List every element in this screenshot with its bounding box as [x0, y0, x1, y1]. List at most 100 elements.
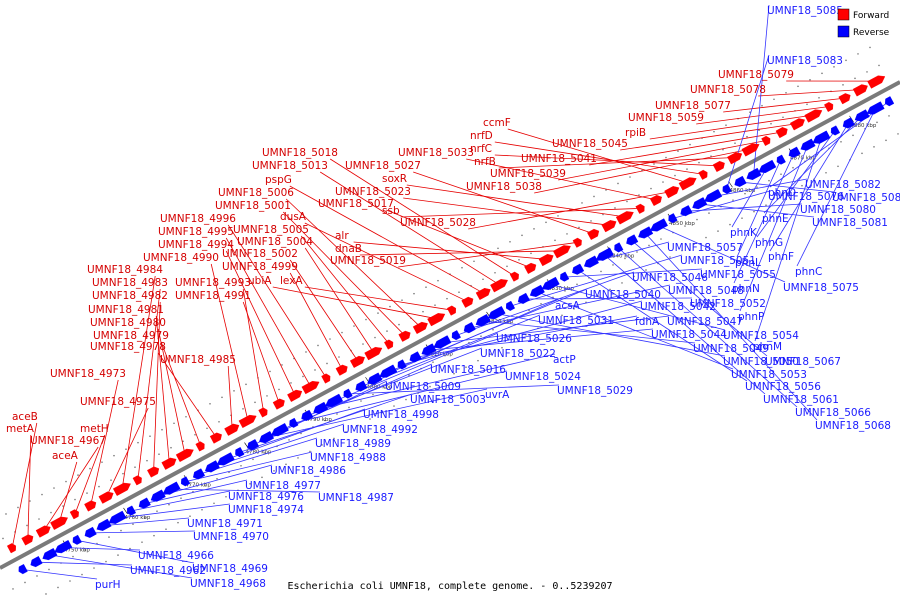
gene-arrow-phnM[interactable]	[812, 130, 831, 144]
gene-arrow-ubiA[interactable]	[427, 313, 446, 327]
gene-label-aceA[interactable]: aceA	[52, 450, 79, 462]
gene-label-dnaB[interactable]: dnaB	[335, 243, 362, 255]
gene-label-UMNF18_4969[interactable]: UMNF18_4969	[192, 563, 268, 575]
gene-label-UMNF18_5028[interactable]: UMNF18_5028	[400, 217, 476, 229]
gene-label-UMNF18_4996[interactable]: UMNF18_4996	[160, 213, 236, 225]
gene-label-phnD[interactable]: phnD	[768, 187, 796, 199]
gene-label-UMNF18_5006[interactable]: UMNF18_5006	[218, 187, 294, 199]
gene-label-UMNF18_5029[interactable]: UMNF18_5029	[557, 385, 633, 397]
gene-label-UMNF18_5053[interactable]: UMNF18_5053	[731, 369, 807, 381]
gene-label-metA[interactable]: metA	[6, 423, 35, 435]
gene-label-UMNF18_5079[interactable]: UMNF18_5079	[718, 69, 794, 81]
gene-arrow-UMNF18_5019[interactable]	[572, 237, 582, 248]
gene-arrow-metA[interactable]	[21, 534, 34, 546]
gene-label-UMNF18_4993[interactable]: UMNF18_4993	[175, 277, 251, 289]
gene-arrow-UMNF18_5067[interactable]	[626, 234, 639, 246]
gene-label-UMNF18_5044[interactable]: UMNF18_5044	[651, 329, 727, 341]
gene-label-acsA[interactable]: acsA	[555, 300, 581, 312]
gene-label-UMNF18_4983[interactable]: UMNF18_4983	[92, 277, 168, 289]
gene-arrow-UMNF18_5029[interactable]	[343, 388, 353, 399]
gene-label-phnF[interactable]: phnF	[768, 251, 794, 263]
gene-arrow-phnF[interactable]	[842, 117, 855, 129]
gene-arrow-UMNF18_5006[interactable]	[412, 321, 428, 335]
gene-arrow-UMNF18_4970[interactable]	[84, 526, 97, 538]
gene-arrow-UMNF18_5052[interactable]	[517, 292, 530, 304]
gene-arrow-pspG[interactable]	[475, 287, 491, 301]
gene-label-ssb[interactable]: ssb	[382, 205, 400, 217]
gene-arrow-UMNF18_5056[interactable]	[572, 263, 585, 275]
gene-label-UMNF18_4976[interactable]: UMNF18_4976	[228, 491, 304, 503]
gene-label-UMNF18_4967[interactable]: UMNF18_4967	[30, 435, 106, 447]
gene-arrow-UMNF18_5076[interactable]	[668, 213, 678, 224]
gene-label-UMNF18_5002[interactable]: UMNF18_5002	[222, 248, 298, 260]
gene-label-UMNF18_5040[interactable]: UMNF18_5040	[585, 289, 661, 301]
gene-arrow-UMNF18_5084[interactable]	[734, 175, 747, 187]
gene-arrow-fdhA[interactable]	[409, 351, 422, 363]
gene-label-lexA[interactable]: lexA	[280, 275, 303, 287]
gene-arrow-uvrA[interactable]	[259, 431, 275, 444]
gene-arrow-UMNF18_4971[interactable]	[96, 518, 112, 531]
gene-label-dusA[interactable]: dusA	[280, 211, 307, 223]
gene-label-phnC[interactable]: phnC	[795, 266, 822, 278]
gene-arrow-UMNF18_5027[interactable]	[587, 228, 600, 240]
gene-arrow-UMNF18_5075[interactable]	[649, 218, 668, 232]
gene-arrow-UMNF18_4999[interactable]	[335, 364, 348, 376]
gene-arrow-UMNF18_5004[interactable]	[364, 346, 383, 361]
gene-arrow-UMNF18_4962[interactable]	[30, 556, 43, 568]
gene-label-UMNF18_5041[interactable]: UMNF18_5041	[521, 153, 597, 165]
gene-label-UMNF18_5052[interactable]: UMNF18_5052	[690, 298, 766, 310]
gene-label-UMNF18_5018[interactable]: UMNF18_5018	[262, 147, 338, 159]
gene-label-UMNF18_5024[interactable]: UMNF18_5024	[505, 371, 581, 383]
gene-label-UMNF18_5054[interactable]: UMNF18_5054	[723, 330, 799, 342]
gene-label-phnE[interactable]: phnE	[762, 213, 789, 225]
gene-arrow-UMNF18_4975[interactable]	[98, 491, 114, 504]
gene-label-UMNF18_5001[interactable]: UMNF18_5001	[215, 200, 291, 212]
gene-arrow-UMNF18_5055[interactable]	[560, 271, 570, 282]
gene-arrow-UMNF18_5031[interactable]	[355, 380, 368, 392]
gene-arrow-UMNF18_4977[interactable]	[138, 497, 151, 509]
gene-arrow-phnL[interactable]	[776, 154, 786, 165]
gene-label-UMNF18_4971[interactable]: UMNF18_4971	[187, 518, 263, 530]
gene-arrow-UMNF18_5038[interactable]	[741, 143, 760, 157]
gene-arrow-UMNF18_4973[interactable]	[84, 500, 97, 512]
gene-arrow-actP[interactable]	[313, 401, 329, 414]
gene-arrow-ccmF[interactable]	[678, 177, 697, 191]
gene-label-UMNF18_5067[interactable]: UMNF18_5067	[765, 356, 841, 368]
gene-label-UMNF18_5013[interactable]: UMNF18_5013	[252, 160, 328, 172]
gene-label-UMNF18_4985[interactable]: UMNF18_4985	[160, 354, 236, 366]
gene-arrow-nrfD[interactable]	[698, 169, 708, 180]
gene-label-UMNF18_5083[interactable]: UMNF18_5083	[767, 55, 843, 67]
gene-label-UMNF18_5004[interactable]: UMNF18_5004	[237, 236, 313, 248]
gene-arrow-aceA[interactable]	[50, 516, 69, 530]
gene-arrow-UMNF18_5054[interactable]	[541, 276, 560, 291]
gene-arrow-UMNF18_4978[interactable]	[209, 432, 222, 444]
gene-arrow-UMNF18_5013[interactable]	[490, 279, 509, 293]
gene-arrow-phnN[interactable]	[788, 146, 801, 158]
gene-arrow-UMNF18_5066[interactable]	[614, 242, 624, 253]
gene-arrow-UMNF18_5003[interactable]	[235, 447, 245, 458]
gene-label-phnM[interactable]: phnM	[753, 341, 782, 353]
gene-arrow-UMNF18_4974[interactable]	[108, 510, 127, 524]
gene-label-UMNF18_4975[interactable]: UMNF18_4975	[80, 396, 156, 408]
gene-label-UMNF18_4978[interactable]: UMNF18_4978	[90, 341, 166, 353]
gene-arrow-UMNF18_5057[interactable]	[583, 255, 599, 268]
gene-label-phnK[interactable]: phnK	[730, 227, 758, 239]
gene-arrow-UMNF18_4995[interactable]	[301, 380, 320, 395]
gene-label-UMNF18_4991[interactable]: UMNF18_4991	[175, 290, 251, 302]
gene-label-UMNF18_5016[interactable]: UMNF18_5016	[430, 364, 506, 376]
gene-label-UMNF18_5017[interactable]: UMNF18_5017	[318, 198, 394, 210]
gene-label-rpiB[interactable]: rpiB	[625, 127, 646, 139]
gene-arrow-UMNF18_5045[interactable]	[789, 118, 805, 131]
gene-arrow-UMNF18_5078[interactable]	[852, 84, 868, 97]
gene-label-UMNF18_4987[interactable]: UMNF18_4987	[318, 492, 394, 504]
gene-arrow-UMNF18_5050[interactable]	[487, 306, 506, 320]
gene-arrow-UMNF18_5016[interactable]	[270, 423, 289, 437]
gene-label-UMNF18_4984[interactable]: UMNF18_4984	[87, 264, 163, 276]
gene-label-UMNF18_4980[interactable]: UMNF18_4980	[90, 317, 166, 329]
gene-label-uvrA[interactable]: uvrA	[485, 389, 510, 401]
gene-arrow-UMNF18_5039[interactable]	[761, 135, 771, 146]
gene-label-UMNF18_5077[interactable]: UMNF18_5077	[655, 100, 731, 112]
gene-arrow-UMNF18_5059[interactable]	[824, 101, 834, 112]
gene-label-UMNF18_4970[interactable]: UMNF18_4970	[193, 531, 269, 543]
gene-label-UMNF18_5019[interactable]: UMNF18_5019	[330, 255, 406, 267]
